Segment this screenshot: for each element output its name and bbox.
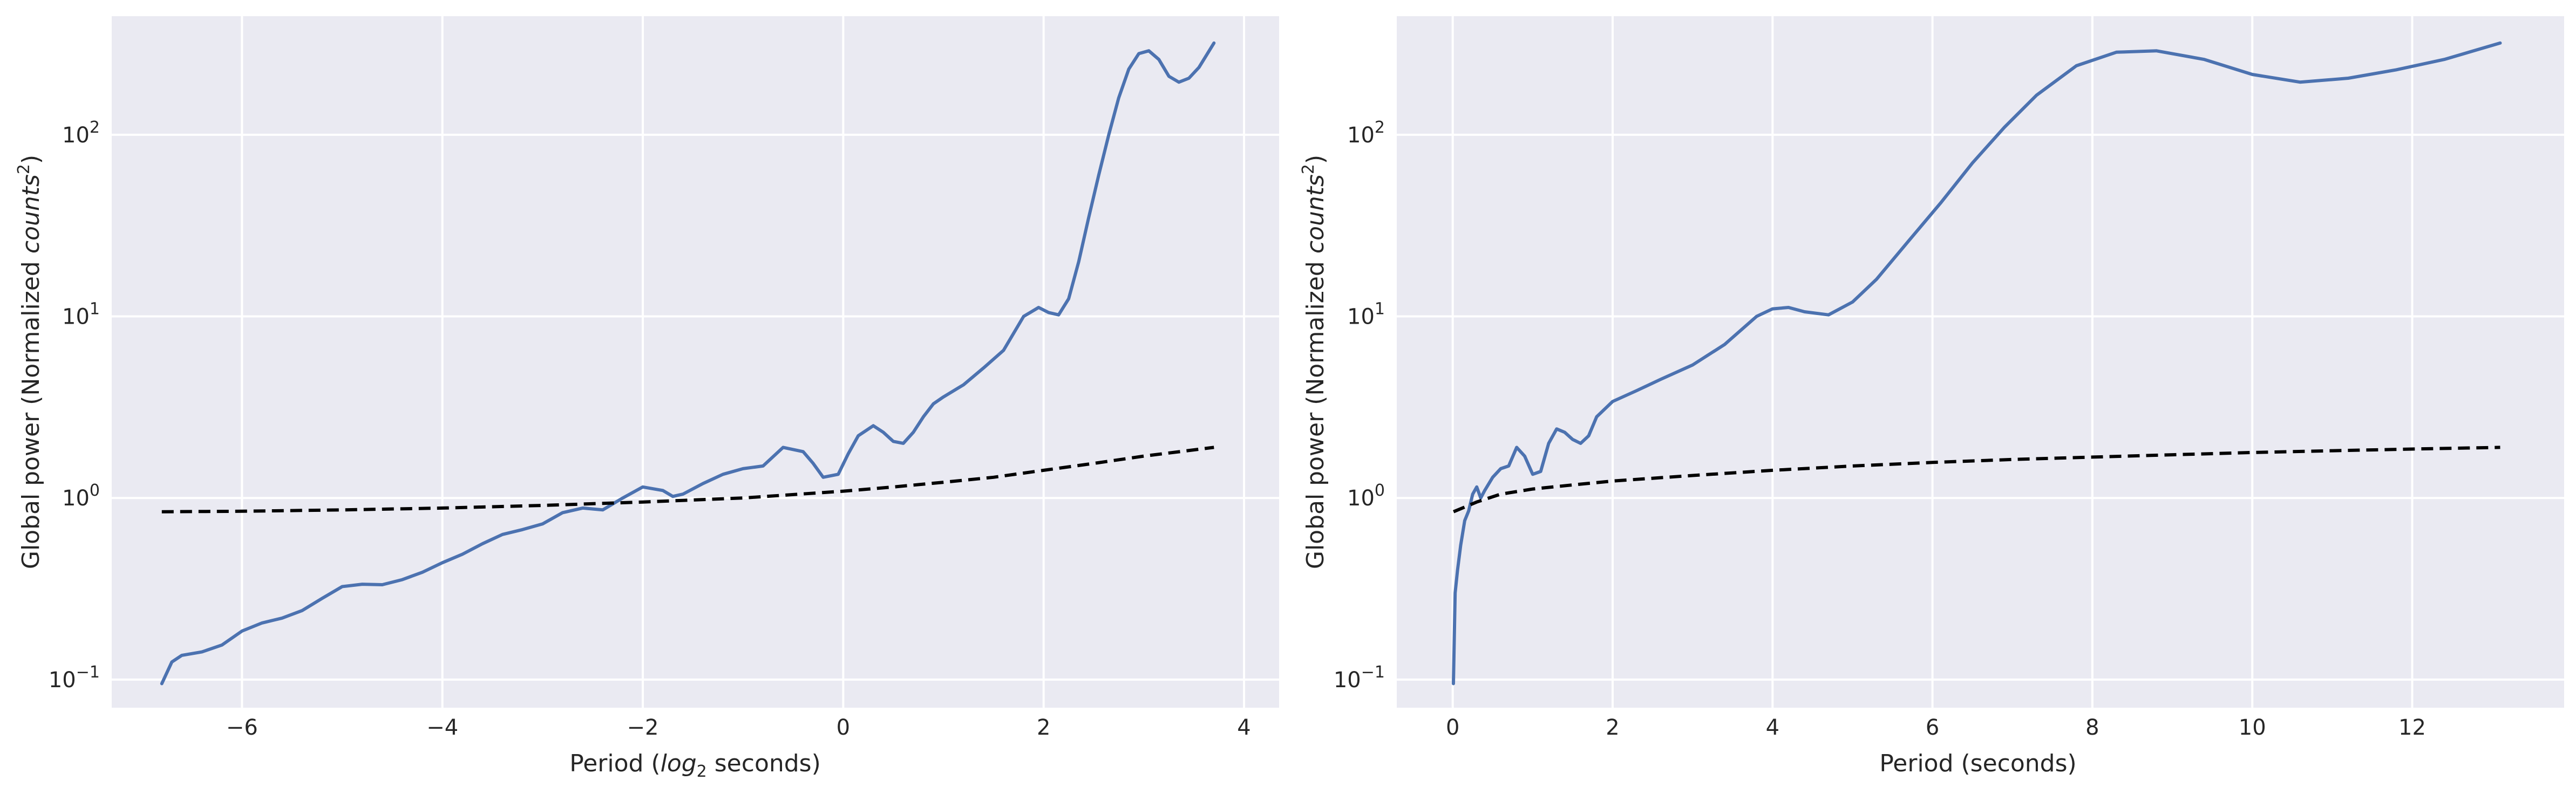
right-y-tick-label: 101 xyxy=(1347,300,1385,330)
left-y-tick-labels: 10−1 100 101 102 xyxy=(49,118,100,693)
left-y-tick-label: 101 xyxy=(62,300,100,330)
right-series xyxy=(1452,41,2502,686)
right-x-tick-label: 8 xyxy=(2085,715,2099,740)
left-x-tick-label: −4 xyxy=(426,715,458,740)
left-gridlines xyxy=(112,16,1279,708)
left-plot-area xyxy=(112,16,1279,708)
right-plot-area xyxy=(1397,16,2564,708)
right-x-tick-label: 2 xyxy=(1606,715,1619,740)
left-x-tick-label: 2 xyxy=(1037,715,1050,740)
right-x-tick-label: 4 xyxy=(1766,715,1779,740)
right-y-tick-label: 10−1 xyxy=(1334,663,1385,693)
right-y-tick-label: 100 xyxy=(1347,481,1385,511)
left-x-tick-label: −2 xyxy=(627,715,659,740)
left-series xyxy=(160,41,1216,686)
right-x-tick-label: 6 xyxy=(1926,715,1939,740)
left-y-tick-label: 102 xyxy=(62,118,100,148)
right-x-tick-label: 12 xyxy=(2398,715,2426,740)
right-x-tick-labels: 0 2 4 6 8 10 12 xyxy=(1446,715,2426,740)
right-gridlines xyxy=(1397,16,2564,708)
right-dashed-series-line xyxy=(1453,446,2500,514)
left-chart-panel: −6 −4 −2 0 2 4 10−1 100 101 102 Period (log2 sec… xyxy=(15,16,1279,781)
left-x-tick-label: 0 xyxy=(837,715,850,740)
right-y-tick-labels: 10−1 100 101 102 xyxy=(1334,118,1385,693)
right-solid-series-line xyxy=(1452,41,2502,686)
right-x-tick-label: 10 xyxy=(2239,715,2266,740)
right-x-tick-label: 0 xyxy=(1446,715,1459,740)
left-x-tick-label: −6 xyxy=(226,715,258,740)
left-y-tick-label: 10−1 xyxy=(49,663,100,693)
left-x-tick-label: 4 xyxy=(1237,715,1250,740)
left-x-axis-label: Period (log2 seconds) xyxy=(569,750,821,781)
right-y-tick-label: 102 xyxy=(1347,118,1385,148)
right-x-axis-label: Period (seconds) xyxy=(1879,750,2076,777)
left-solid-series-line xyxy=(160,41,1216,686)
left-y-axis-label: Global power (Normalized counts2) xyxy=(15,155,45,569)
left-dashed-series-line xyxy=(161,446,1214,514)
right-chart-panel: 0 2 4 6 8 10 12 10−1 100 101 102 Period (seconds)… xyxy=(1299,16,2564,777)
right-y-axis-label: Global power (Normalized counts2) xyxy=(1299,155,1329,569)
left-x-tick-labels: −6 −4 −2 0 2 4 xyxy=(226,715,1251,740)
left-y-tick-label: 100 xyxy=(62,481,100,511)
